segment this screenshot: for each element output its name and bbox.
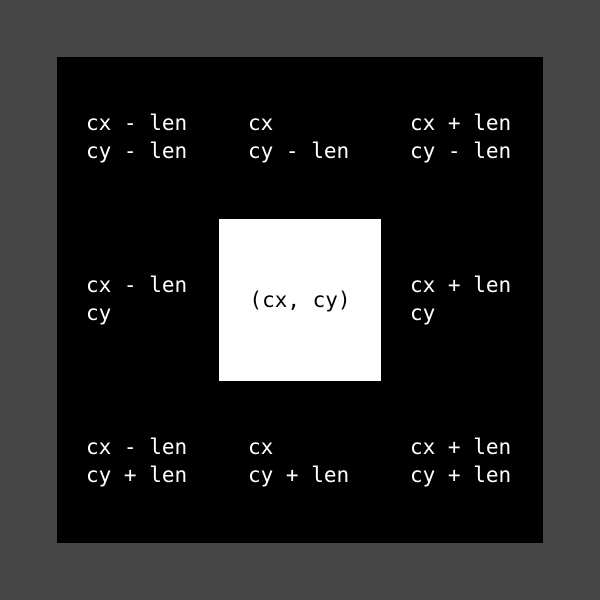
cell: cx cy + len bbox=[219, 381, 381, 543]
cell-label: cx cy + len bbox=[248, 433, 349, 489]
cell-label: (cx, cy) bbox=[219, 219, 381, 381]
label-line: cy bbox=[410, 301, 436, 325]
cell: cx + len cy bbox=[381, 219, 543, 381]
label-line: cx + len bbox=[410, 435, 512, 459]
label-lines: cx - len cy bbox=[86, 271, 187, 327]
label-line: cx bbox=[248, 111, 274, 135]
cell-label: cx - len cy - len bbox=[86, 109, 187, 165]
label-lines: cx + len cy - len bbox=[410, 109, 511, 165]
center-cell: (cx, cy) bbox=[219, 219, 381, 381]
cell-label: cx cy - len bbox=[248, 109, 349, 165]
label-lines: cx + len cy + len bbox=[410, 433, 511, 489]
label-line: cx - len bbox=[86, 111, 188, 135]
label-lines: cx cy - len bbox=[248, 109, 349, 165]
label-line: cx bbox=[248, 435, 274, 459]
grid: cx - len cy - len cx cy - len cx + len cy - l… bbox=[57, 57, 543, 543]
label-line: cy + len bbox=[86, 463, 188, 487]
cell: cx - len cy + len bbox=[57, 381, 219, 543]
label-lines: cx cy + len bbox=[248, 433, 349, 489]
label-line: cx - len bbox=[86, 435, 188, 459]
cell-label: cx - len cy bbox=[86, 271, 187, 327]
label-line: cy + len bbox=[410, 463, 512, 487]
cell: cx + len cy - len bbox=[381, 57, 543, 219]
cell: cx - len cy bbox=[57, 219, 219, 381]
cell-label: cx + len cy - len bbox=[410, 109, 511, 165]
label-line: cy - len bbox=[248, 139, 350, 163]
label-line: cy bbox=[86, 301, 112, 325]
label-line: cy - len bbox=[410, 139, 512, 163]
label-line: (cx, cy) bbox=[249, 288, 351, 312]
label-lines: cx - len cy + len bbox=[86, 433, 187, 489]
cell-label: cx + len cy + len bbox=[410, 433, 511, 489]
label-line: cx + len bbox=[410, 273, 512, 297]
label-line: cy - len bbox=[86, 139, 188, 163]
cell-label: cx - len cy + len bbox=[86, 433, 187, 489]
label-lines: cx + len cy bbox=[410, 271, 511, 327]
label-line: cx + len bbox=[410, 111, 512, 135]
cell: cx - len cy - len bbox=[57, 57, 219, 219]
label-lines: (cx, cy) bbox=[249, 286, 350, 314]
cell: cx cy - len bbox=[219, 57, 381, 219]
cell: cx + len cy + len bbox=[381, 381, 543, 543]
label-lines: cx - len cy - len bbox=[86, 109, 187, 165]
cell-label: cx + len cy bbox=[410, 271, 511, 327]
label-line: cy + len bbox=[248, 463, 350, 487]
label-line: cx - len bbox=[86, 273, 188, 297]
